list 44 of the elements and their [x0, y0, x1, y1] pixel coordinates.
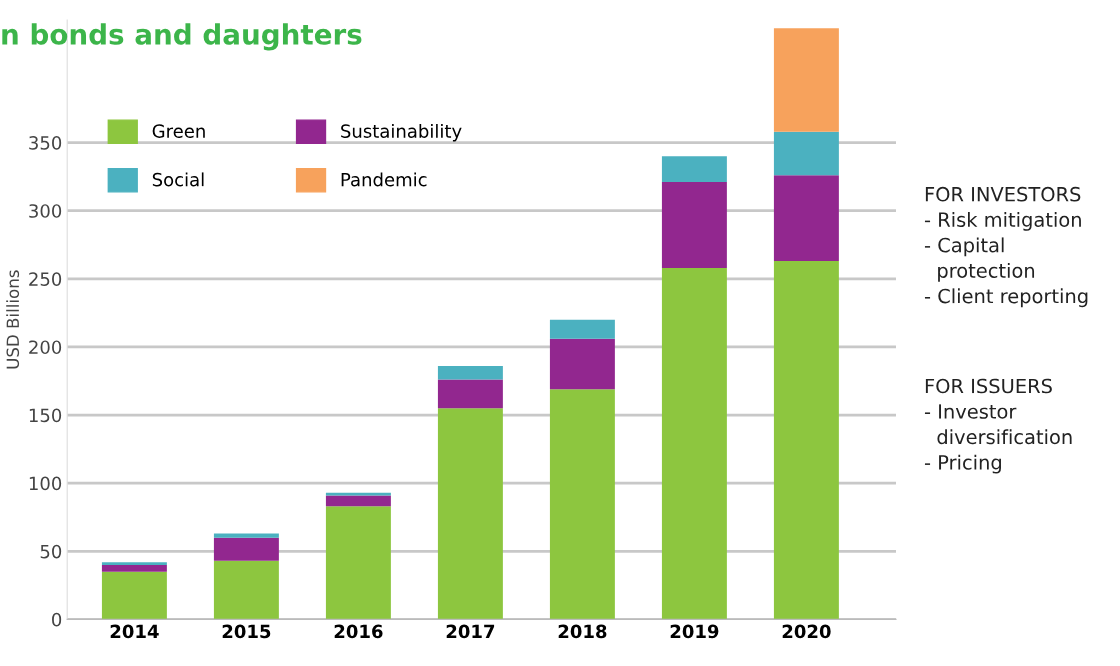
bar — [437, 408, 503, 620]
chart-title: n bonds and daughters — [2, 23, 362, 51]
bar — [661, 267, 727, 620]
x-tick-label: 2016 — [334, 624, 383, 639]
y-tick-label: 200 — [29, 340, 62, 355]
bar — [325, 495, 391, 507]
bar — [101, 571, 167, 620]
x-tick-label: 2015 — [222, 624, 271, 639]
bar — [437, 379, 503, 409]
bar — [661, 182, 727, 268]
bar — [213, 533, 279, 538]
bar — [213, 560, 279, 620]
bar — [549, 338, 615, 390]
bar — [773, 28, 839, 132]
text: FOR ISSUERS - Investor diversification - Pricing — [924, 378, 1072, 474]
bar — [101, 564, 167, 572]
x-tick-label: 2017 — [446, 624, 495, 639]
bar — [773, 175, 839, 262]
y-axis-title: USD Billions — [6, 270, 20, 369]
bar — [661, 156, 727, 183]
legend-label: Pandemic — [341, 172, 427, 187]
x-tick-label: 2018 — [558, 624, 607, 639]
x-tick-label: 2014 — [110, 624, 159, 639]
y-tick-label: 350 — [29, 136, 62, 150]
bar — [549, 389, 615, 620]
bar — [437, 366, 503, 380]
bar — [213, 537, 279, 561]
x-tick-label: 2020 — [782, 624, 831, 639]
y-tick-label: 100 — [29, 476, 62, 491]
bar — [773, 131, 839, 176]
x-tick-label: 2019 — [670, 624, 719, 639]
bar — [325, 506, 391, 620]
y-tick-label: 0 — [52, 612, 62, 627]
y-tick-label: 300 — [29, 204, 62, 218]
text: FOR INVESTORS - Risk mitigation - Capital protection - Client reporting — [924, 186, 1088, 308]
legend-label: Sustainability — [341, 123, 462, 142]
bar — [101, 562, 167, 565]
y-tick-label: 50 — [40, 544, 62, 559]
legend-label: Social — [152, 172, 204, 187]
bar — [549, 319, 615, 339]
bar — [773, 261, 839, 620]
legend-label: Green — [152, 124, 205, 138]
y-tick-label: 150 — [29, 408, 62, 423]
y-tick-label: 250 — [29, 272, 62, 286]
